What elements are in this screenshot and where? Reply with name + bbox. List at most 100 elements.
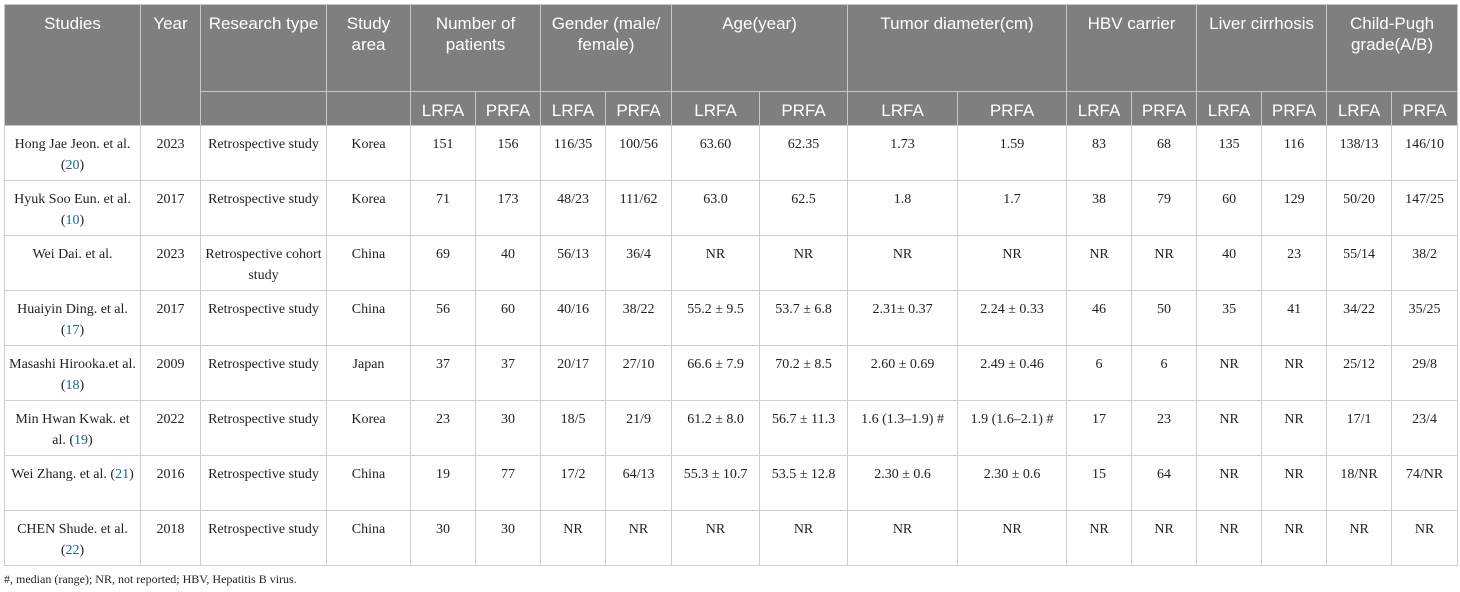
cell-value: 40: [474, 235, 542, 291]
reference-close: ): [79, 158, 85, 173]
cell-value: 38/2: [1391, 235, 1459, 291]
cell-year: 2018: [140, 510, 201, 566]
cell-value: 40/16: [540, 290, 607, 346]
cell-value: 74/NR: [1391, 455, 1459, 511]
reference-close: ): [79, 543, 85, 558]
cell-value: NR: [957, 235, 1068, 291]
cell-value: 38: [1066, 180, 1133, 236]
cell-value: 6: [1131, 345, 1198, 401]
cell-value: 56: [410, 290, 476, 346]
cell-value: 50: [1131, 290, 1198, 346]
cell-value: 48/23: [540, 180, 607, 236]
cell-value: NR: [671, 510, 761, 566]
cell-value: 116: [1261, 125, 1328, 181]
table-row: Masashi Hirooka.et al. (18) 2009 Retrospec…: [4, 345, 1459, 401]
table-row: Min Hwan Kwak. et al. (19) 2022 Retrospect…: [4, 400, 1459, 456]
cell-study-area: Japan: [326, 345, 411, 401]
cell-study: Wei Dai. et al.: [4, 235, 141, 291]
cell-value: 23/4: [1391, 400, 1459, 456]
reference-link[interactable]: 20: [65, 158, 80, 173]
cell-value: NR: [957, 510, 1068, 566]
cell-value: 2.30 ± 0.6: [847, 455, 959, 511]
cell-value: 17: [1066, 400, 1133, 456]
table-row: Wei Zhang. et al. (21) 2016 Retrospective …: [4, 455, 1459, 511]
cell-study-area: China: [326, 290, 411, 346]
header-research-type: Research type: [200, 4, 327, 92]
reference-link[interactable]: 21: [115, 467, 130, 482]
cell-value: NR: [1131, 235, 1198, 291]
cell-value: 30: [474, 400, 542, 456]
cell-research-type: Retrospective study: [200, 510, 327, 566]
table-row: CHEN Shude. et al. (22) 2018 Retrospective…: [4, 510, 1459, 566]
reference-link[interactable]: 18: [65, 378, 80, 393]
cell-value: 2.30 ± 0.6: [957, 455, 1068, 511]
cell-value: 147/25: [1391, 180, 1459, 236]
header-tumor-diameter: Tumor diameter(cm): [847, 4, 1068, 92]
cell-value: 69: [410, 235, 476, 291]
cell-study-area: Korea: [326, 400, 411, 456]
study-name: Wei Zhang. et al. (: [11, 467, 116, 482]
study-name: Hyuk Soo Eun. et al. (: [14, 192, 131, 228]
cell-study-area: Korea: [326, 180, 411, 236]
cell-value: 156: [474, 125, 542, 181]
subheader-lrfa: LRFA: [540, 91, 607, 126]
cell-value: 2.60 ± 0.69: [847, 345, 959, 401]
cell-value: 56.7 ± 11.3: [759, 400, 849, 456]
cell-value: NR: [1261, 400, 1328, 456]
cell-value: 19: [410, 455, 476, 511]
reference-link[interactable]: 17: [65, 323, 80, 338]
reference-link[interactable]: 22: [65, 543, 80, 558]
subheader-prfa: PRFA: [957, 91, 1068, 126]
table-footnote: #, median (range); NR, not reported; HBV…: [4, 572, 297, 586]
cell-value: 63.60: [671, 125, 761, 181]
cell-value: 64/13: [605, 455, 673, 511]
cell-value: NR: [847, 235, 959, 291]
header-gender: Gender (male/ female): [540, 4, 673, 92]
cell-value: 20/17: [540, 345, 607, 401]
cell-value: 37: [474, 345, 542, 401]
data-table: Studies Year Research type Study area Nu…: [4, 4, 1459, 566]
cell-value: 1.8: [847, 180, 959, 236]
reference-link[interactable]: 19: [74, 433, 89, 448]
cell-year: 2023: [140, 235, 201, 291]
cell-research-type: Retrospective study: [200, 455, 327, 511]
cell-value: 55.2 ± 9.5: [671, 290, 761, 346]
subheader-prfa: PRFA: [1391, 91, 1459, 126]
cell-value: 2.24 ± 0.33: [957, 290, 1068, 346]
cell-value: 38/22: [605, 290, 673, 346]
cell-value: NR: [1261, 455, 1328, 511]
cell-research-type: Retrospective study: [200, 125, 327, 181]
cell-value: 1.73: [847, 125, 959, 181]
study-name: Masashi Hirooka.et al. (: [9, 357, 136, 393]
cell-value: NR: [1326, 510, 1393, 566]
cell-research-type: Retrospective study: [200, 400, 327, 456]
cell-value: 18/5: [540, 400, 607, 456]
cell-value: 70.2 ± 8.5: [759, 345, 849, 401]
cell-study: Min Hwan Kwak. et al. (19): [4, 400, 141, 456]
subheader-lrfa: LRFA: [847, 91, 959, 126]
cell-value: 36/4: [605, 235, 673, 291]
cell-value: 50/20: [1326, 180, 1393, 236]
header-child-pugh: Child-Pugh grade(A/B): [1326, 4, 1459, 92]
cell-year: 2022: [140, 400, 201, 456]
cell-value: NR: [759, 510, 849, 566]
cell-value: 2.31± 0.37: [847, 290, 959, 346]
reference-link[interactable]: 10: [65, 213, 80, 228]
cell-value: 1.6 (1.3–1.9) #: [847, 400, 959, 456]
cell-value: NR: [1196, 455, 1263, 511]
subheader-prfa: PRFA: [474, 91, 542, 126]
cell-value: 62.35: [759, 125, 849, 181]
study-name: Huaiyin Ding. et al. (: [17, 302, 128, 338]
cell-value: 173: [474, 180, 542, 236]
table-row: Hong Jae Jeon. et al. (20) 2023 Retrospect…: [4, 125, 1459, 181]
subheader-lrfa: LRFA: [410, 91, 476, 126]
study-name: Min Hwan Kwak. et al. (: [15, 412, 130, 448]
cell-value: 41: [1261, 290, 1328, 346]
cell-value: 79: [1131, 180, 1198, 236]
study-name: Hong Jae Jeon. et al. (: [14, 137, 131, 173]
reference-close: ): [79, 378, 85, 393]
cell-value: 151: [410, 125, 476, 181]
cell-study: Masashi Hirooka.et al. (18): [4, 345, 141, 401]
cell-value: 46: [1066, 290, 1133, 346]
cell-value: 35/25: [1391, 290, 1459, 346]
